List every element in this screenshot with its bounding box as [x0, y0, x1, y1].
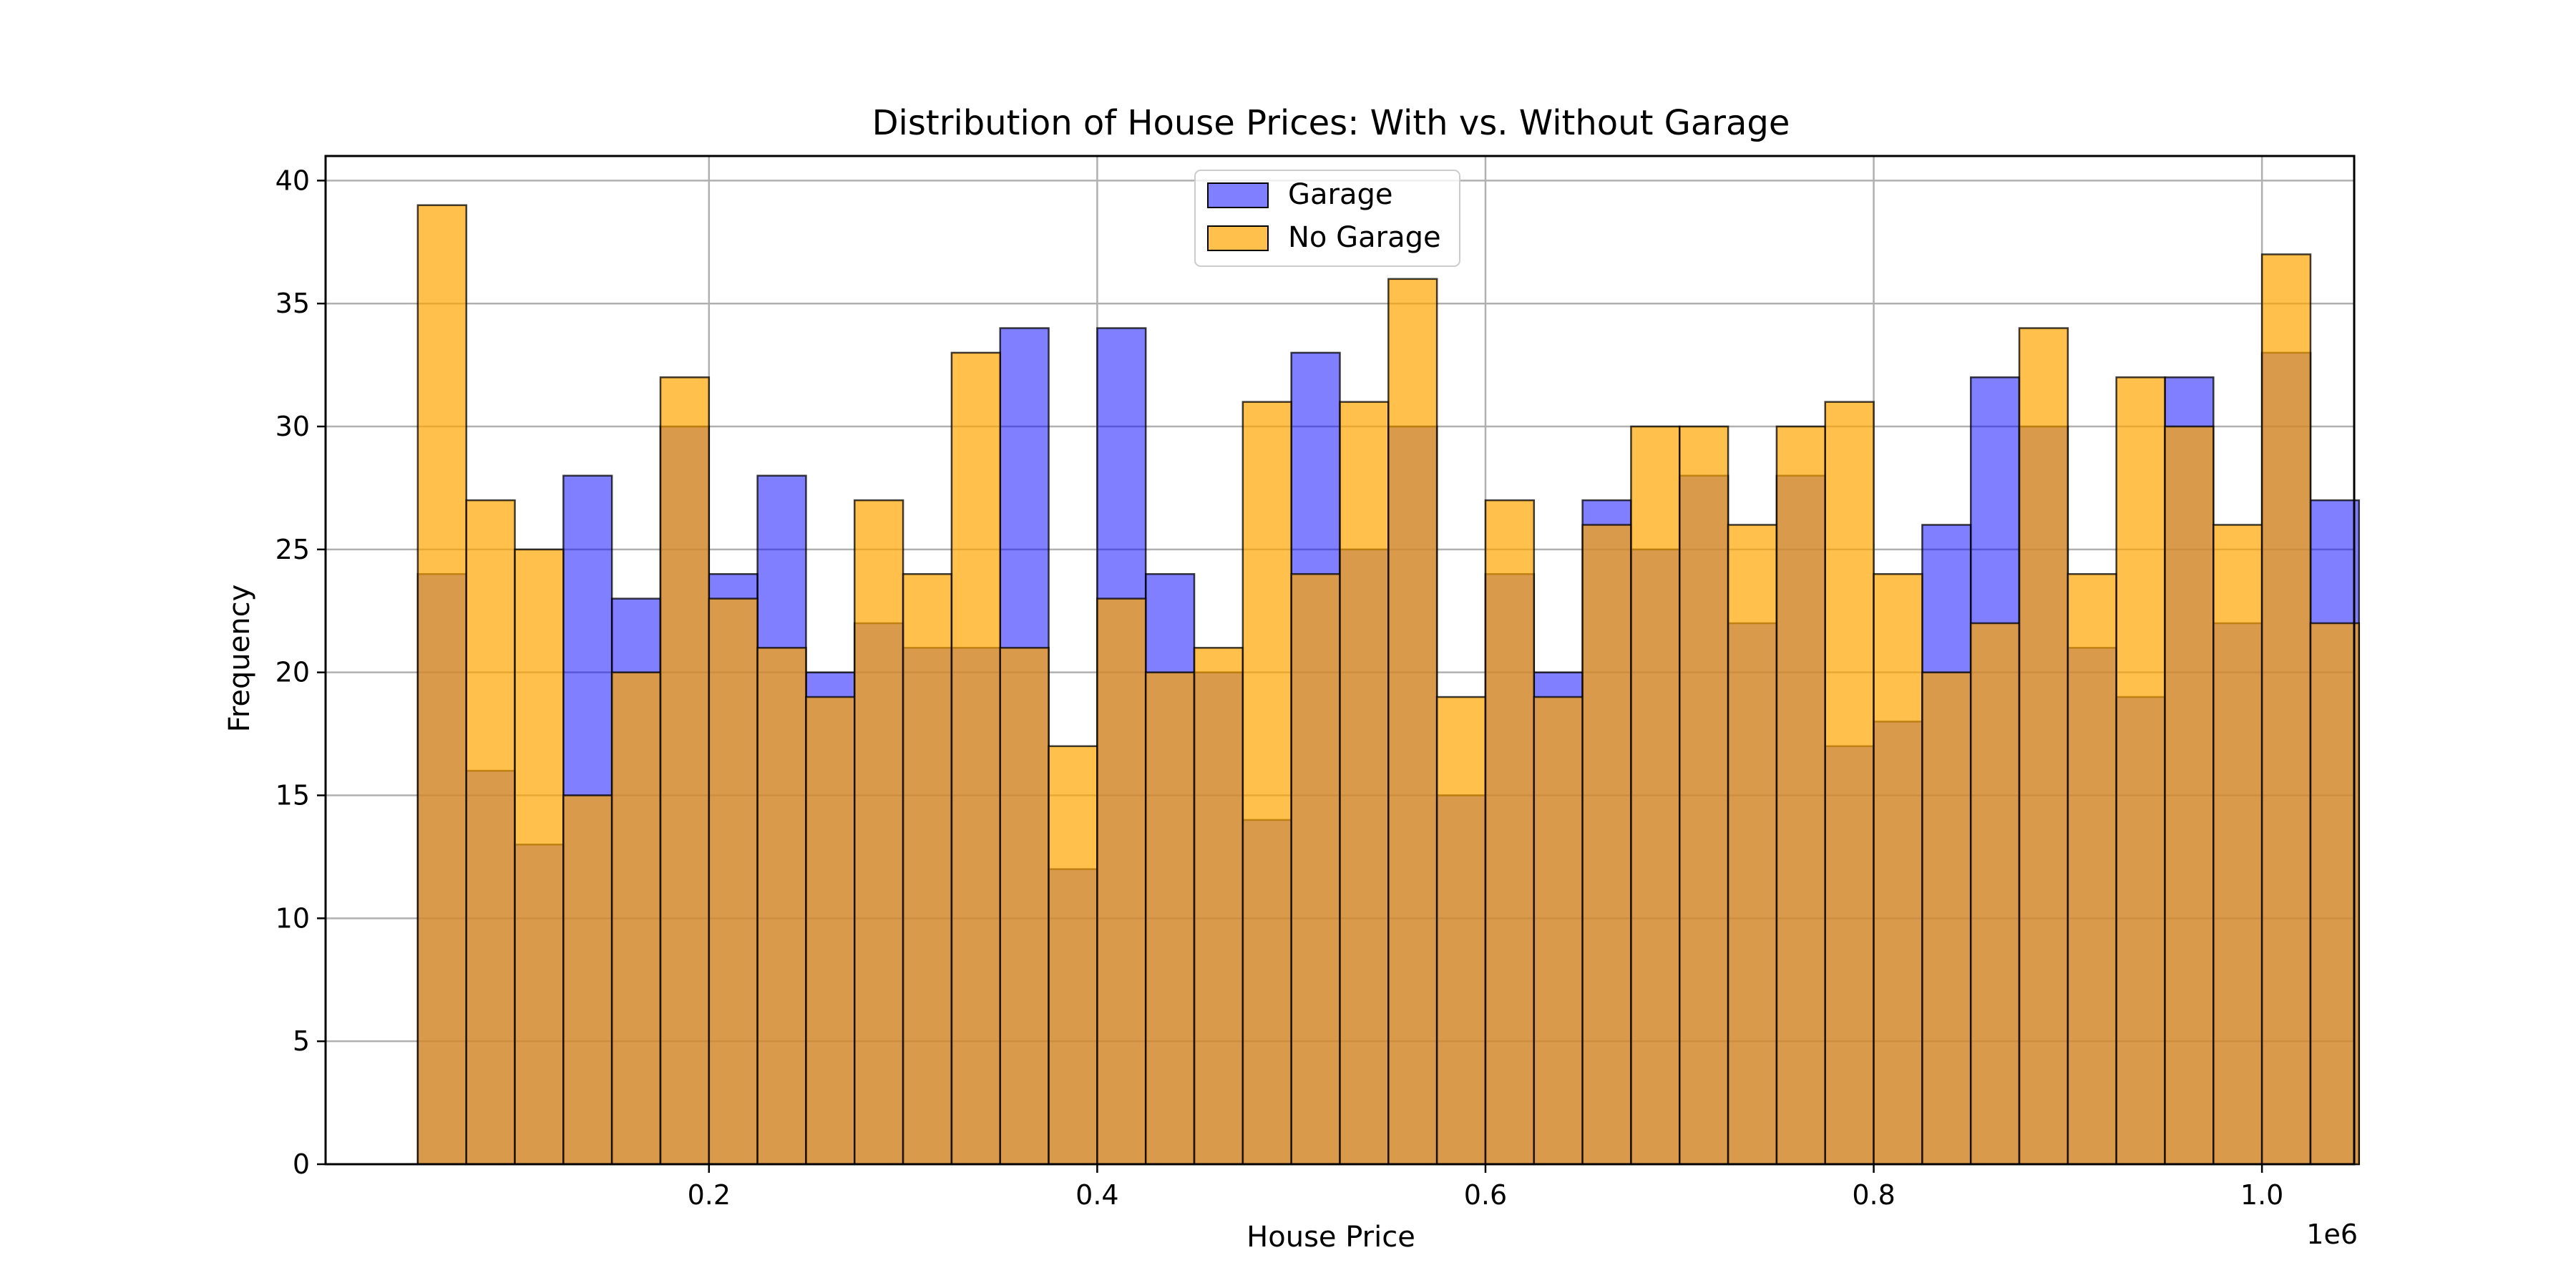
- bar-no-garage: [1727, 524, 1778, 1166]
- bar-no-garage: [2260, 253, 2312, 1166]
- bar-no-garage: [1387, 278, 1438, 1166]
- plot-frame: [324, 155, 2356, 1166]
- x-tick-label: 0.6: [1464, 1179, 1507, 1211]
- bar-no-garage: [950, 351, 1001, 1166]
- legend-swatch-garage: [1207, 182, 1269, 208]
- bar-no-garage: [416, 204, 467, 1166]
- bar-no-garage: [562, 794, 613, 1166]
- bar-no-garage: [2164, 425, 2215, 1166]
- histogram-bars: [416, 204, 2361, 1166]
- bar-no-garage: [854, 499, 904, 1166]
- y-axis-label: Frequency: [223, 585, 256, 733]
- bar-no-garage: [1144, 671, 1196, 1166]
- y-tick-label: 35: [275, 288, 310, 319]
- bar-no-garage: [708, 597, 758, 1166]
- y-tick-label: 25: [275, 534, 310, 565]
- bar-no-garage: [1775, 425, 1826, 1166]
- x-tick-label: 0.8: [1852, 1179, 1895, 1211]
- y-tick-label: 30: [275, 411, 310, 442]
- x-axis-label: House Price: [1246, 1221, 1415, 1254]
- bar-no-garage: [610, 671, 662, 1166]
- bar-no-garage: [1679, 425, 1729, 1166]
- bar-no-garage: [1533, 696, 1584, 1166]
- bar-no-garage: [1921, 671, 1972, 1166]
- x-tick-label: 1.0: [2240, 1179, 2283, 1211]
- legend-label-no-garage: No Garage: [1288, 221, 1441, 254]
- bar-no-garage: [1339, 401, 1390, 1166]
- bar-no-garage: [1435, 696, 1487, 1166]
- legend-label-garage: Garage: [1288, 178, 1392, 211]
- bar-no-garage: [1096, 597, 1147, 1166]
- y-tick-label: 5: [293, 1025, 310, 1057]
- bar-no-garage: [805, 696, 856, 1166]
- legend-swatch-no-garage: [1207, 225, 1269, 251]
- x-tick-label: 0.2: [688, 1179, 731, 1211]
- y-tick-label: 15: [275, 780, 310, 811]
- y-tick-label: 10: [275, 902, 310, 934]
- bar-no-garage: [2212, 524, 2263, 1166]
- bar-no-garage: [2018, 327, 2069, 1166]
- bar-no-garage: [2067, 572, 2117, 1166]
- bar-no-garage: [465, 499, 516, 1166]
- bar-no-garage: [1048, 745, 1098, 1166]
- legend: Garage No Garage: [1194, 170, 1460, 267]
- x-tick-label: 0.4: [1075, 1179, 1118, 1211]
- bar-no-garage: [1241, 401, 1292, 1166]
- bar-no-garage: [2309, 622, 2361, 1166]
- bar-no-garage: [514, 548, 565, 1166]
- chart-title: Distribution of House Prices: With vs. W…: [872, 103, 1790, 143]
- bar-no-garage: [1193, 647, 1244, 1166]
- bar-no-garage: [1873, 572, 1923, 1166]
- bar-no-garage: [756, 647, 807, 1166]
- bar-no-garage: [902, 572, 953, 1166]
- bar-no-garage: [659, 376, 711, 1166]
- x-offset-label: 1e6: [2306, 1219, 2358, 1250]
- bar-no-garage: [1824, 401, 1875, 1166]
- bar-no-garage: [1484, 499, 1536, 1166]
- bar-no-garage: [2115, 376, 2166, 1166]
- axis-ticks: 0.2 0.4 0.6 0.8 1.0 0 5 10 15 20 25 30 35 40: [275, 165, 2284, 1211]
- y-tick-label: 0: [293, 1148, 310, 1180]
- bar-no-garage: [1630, 425, 1681, 1166]
- bar-no-garage: [999, 647, 1050, 1166]
- bar-no-garage: [1969, 622, 2021, 1166]
- y-tick-label: 20: [275, 657, 310, 688]
- bar-no-garage: [1290, 572, 1341, 1166]
- bar-no-garage: [1581, 524, 1632, 1166]
- y-tick-label: 40: [275, 165, 310, 196]
